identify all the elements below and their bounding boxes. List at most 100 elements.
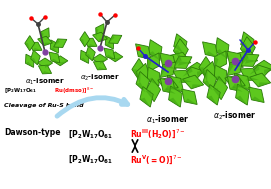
- Polygon shape: [31, 58, 37, 65]
- Polygon shape: [88, 44, 97, 47]
- Polygon shape: [203, 70, 217, 91]
- Polygon shape: [54, 39, 59, 47]
- Polygon shape: [185, 98, 197, 105]
- Polygon shape: [245, 59, 258, 64]
- Polygon shape: [158, 77, 178, 91]
- Polygon shape: [53, 56, 68, 66]
- Polygon shape: [207, 84, 220, 105]
- Polygon shape: [173, 39, 188, 62]
- Polygon shape: [250, 65, 260, 75]
- Polygon shape: [241, 43, 251, 52]
- Polygon shape: [106, 55, 115, 59]
- Polygon shape: [167, 76, 183, 92]
- Text: $\mathbf{Ru^{V}(=O)]}^{7-}$: $\mathbf{Ru^{V}(=O)]}^{7-}$: [130, 153, 183, 166]
- Polygon shape: [38, 65, 51, 74]
- Polygon shape: [186, 62, 208, 76]
- Polygon shape: [25, 62, 34, 67]
- Polygon shape: [182, 89, 197, 105]
- Text: Dawson-type: Dawson-type: [4, 128, 60, 137]
- Polygon shape: [163, 88, 176, 94]
- Polygon shape: [174, 34, 187, 54]
- Polygon shape: [214, 51, 227, 70]
- Polygon shape: [207, 96, 217, 105]
- Text: $\mathbf{[P_2W_{17}O_{61}}$: $\mathbf{[P_2W_{17}O_{61}}$: [68, 153, 113, 165]
- Polygon shape: [160, 53, 176, 69]
- Polygon shape: [25, 43, 30, 51]
- Polygon shape: [199, 67, 206, 78]
- Polygon shape: [99, 39, 107, 42]
- Polygon shape: [213, 88, 221, 100]
- Polygon shape: [60, 61, 68, 66]
- Polygon shape: [205, 51, 218, 57]
- Text: $\mathbf{Ru^{III}(H_2O)]}^{7-}$: $\mathbf{Ru^{III}(H_2O)]}^{7-}$: [130, 128, 185, 141]
- Polygon shape: [50, 40, 59, 53]
- Polygon shape: [258, 82, 271, 87]
- Polygon shape: [136, 44, 151, 59]
- Polygon shape: [147, 59, 151, 72]
- Polygon shape: [166, 86, 178, 91]
- Polygon shape: [96, 24, 104, 37]
- Polygon shape: [44, 43, 52, 46]
- Polygon shape: [146, 79, 161, 102]
- Polygon shape: [240, 48, 249, 60]
- Text: $\mathbf{[P_2W_{17}O_{61}}$: $\mathbf{[P_2W_{17}O_{61}}$: [4, 86, 37, 95]
- Polygon shape: [140, 98, 150, 107]
- Polygon shape: [38, 36, 52, 46]
- Text: $\mathbf{Ru(dmso)]}^{8-}$: $\mathbf{Ru(dmso)]}^{8-}$: [54, 86, 95, 96]
- Text: $\alpha_1$-isomer: $\alpha_1$-isomer: [25, 77, 65, 87]
- Polygon shape: [174, 45, 184, 54]
- Text: $\alpha_1$-isomer: $\alpha_1$-isomer: [146, 113, 189, 125]
- Polygon shape: [50, 47, 58, 53]
- Polygon shape: [250, 73, 271, 87]
- Text: $\alpha_2$-isomer: $\alpha_2$-isomer: [80, 73, 120, 83]
- Polygon shape: [250, 65, 271, 79]
- Polygon shape: [163, 63, 176, 69]
- Polygon shape: [138, 53, 151, 59]
- Polygon shape: [237, 50, 258, 64]
- Polygon shape: [173, 56, 181, 68]
- Polygon shape: [191, 84, 204, 89]
- Polygon shape: [169, 98, 180, 107]
- Polygon shape: [93, 32, 107, 42]
- Polygon shape: [31, 50, 40, 65]
- Polygon shape: [202, 42, 218, 57]
- Polygon shape: [109, 35, 122, 43]
- Polygon shape: [170, 85, 183, 92]
- Polygon shape: [197, 69, 208, 76]
- Polygon shape: [80, 58, 89, 63]
- Polygon shape: [108, 52, 123, 62]
- Polygon shape: [41, 28, 49, 41]
- FancyArrowPatch shape: [57, 98, 128, 116]
- Polygon shape: [227, 76, 243, 92]
- Polygon shape: [105, 36, 114, 49]
- Polygon shape: [80, 50, 89, 63]
- Polygon shape: [215, 38, 229, 59]
- Polygon shape: [136, 83, 146, 93]
- Polygon shape: [148, 51, 160, 61]
- Polygon shape: [230, 61, 243, 67]
- Polygon shape: [183, 75, 204, 89]
- Polygon shape: [132, 69, 139, 80]
- Polygon shape: [86, 46, 95, 61]
- Polygon shape: [246, 76, 259, 81]
- Polygon shape: [199, 57, 213, 78]
- Polygon shape: [230, 86, 243, 92]
- Polygon shape: [240, 54, 248, 66]
- Polygon shape: [148, 40, 162, 61]
- Polygon shape: [183, 67, 192, 77]
- Polygon shape: [253, 60, 271, 74]
- Polygon shape: [179, 78, 192, 83]
- Polygon shape: [214, 57, 218, 70]
- Polygon shape: [234, 74, 251, 90]
- Polygon shape: [235, 96, 247, 105]
- Polygon shape: [93, 61, 107, 70]
- Polygon shape: [80, 39, 85, 47]
- Polygon shape: [25, 54, 34, 67]
- Polygon shape: [237, 84, 251, 90]
- Polygon shape: [203, 61, 217, 82]
- Polygon shape: [43, 71, 51, 74]
- Polygon shape: [214, 65, 227, 84]
- Text: Cleavage of Ru-S bond: Cleavage of Ru-S bond: [4, 103, 84, 108]
- Polygon shape: [249, 87, 264, 102]
- Polygon shape: [37, 58, 53, 68]
